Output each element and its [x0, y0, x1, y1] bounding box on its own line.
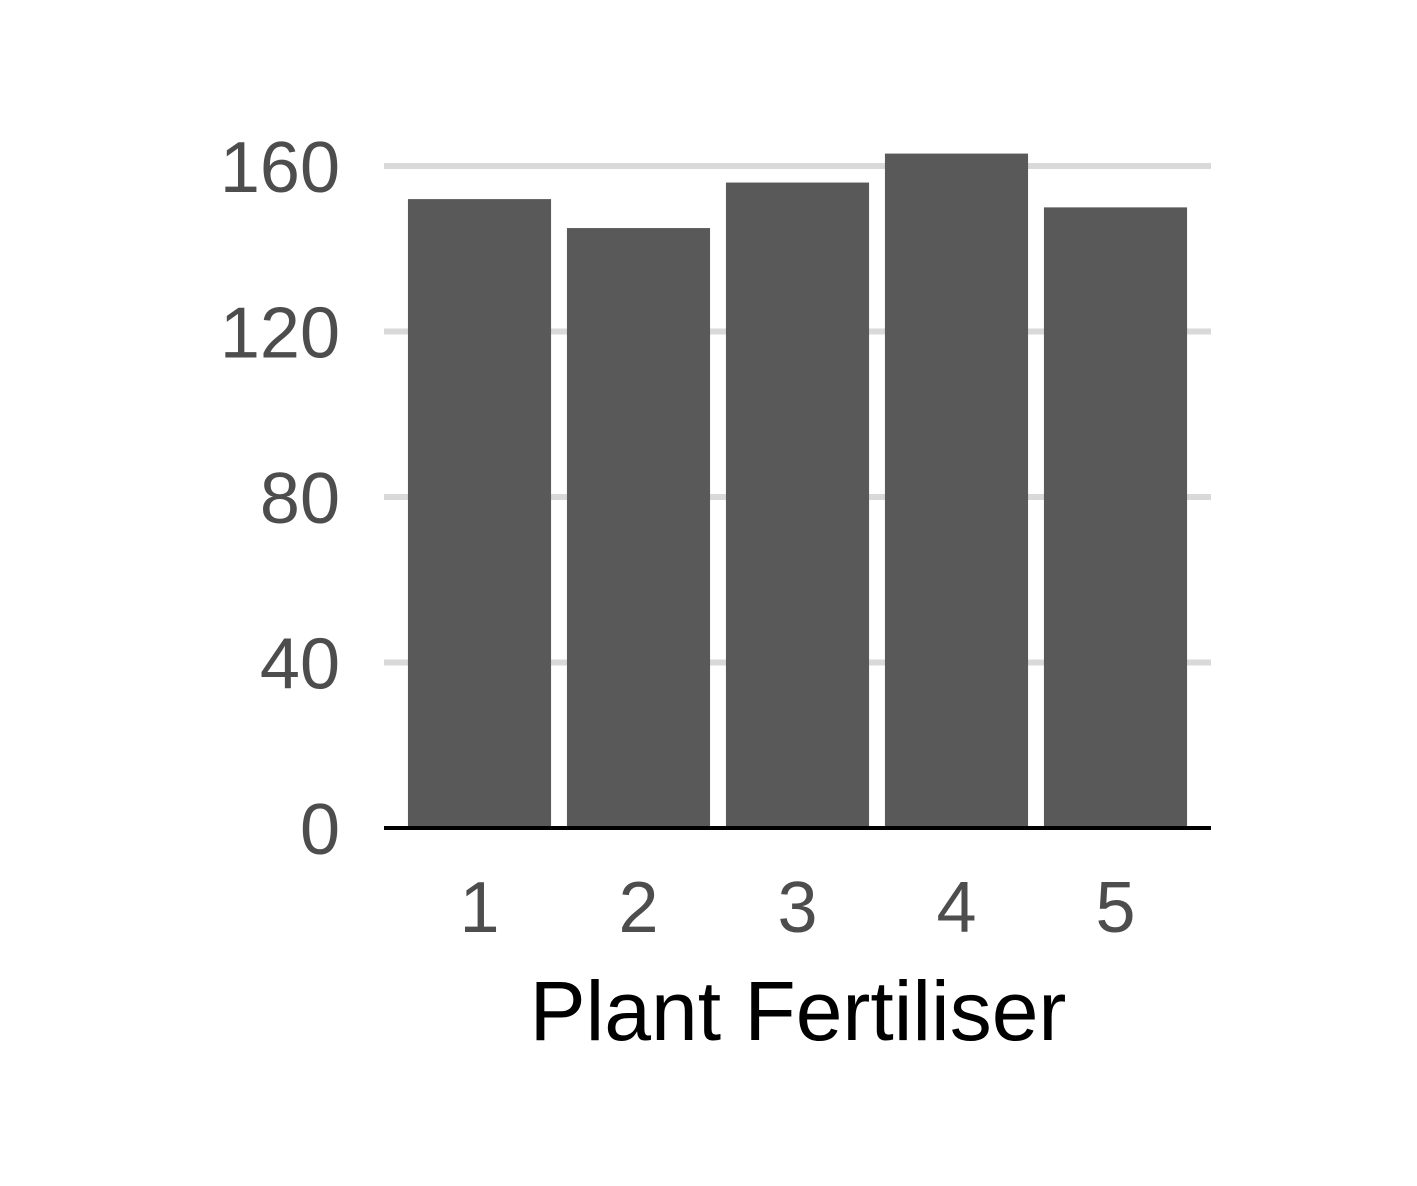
- x-tick-label: 3: [777, 868, 817, 948]
- y-tick-label: 40: [260, 625, 340, 705]
- bar-2: [566, 228, 711, 828]
- y-tick-label: 120: [220, 294, 340, 374]
- y-tick-labels: 0 40 80 120 160: [220, 128, 340, 870]
- bar-3: [725, 182, 870, 829]
- bars: [407, 153, 1188, 829]
- bar-1: [407, 199, 552, 829]
- x-tick-label: 5: [1095, 868, 1135, 948]
- bar-4: [884, 153, 1029, 828]
- x-axis-title: Plant Fertiliser: [530, 964, 1067, 1058]
- y-tick-label: 160: [220, 128, 340, 208]
- x-tick-label: 2: [618, 868, 658, 948]
- bar-5: [1043, 207, 1188, 828]
- x-tick-labels: 1 2 3 4 5: [459, 868, 1135, 948]
- x-tick-label: 1: [459, 868, 499, 948]
- x-tick-label: 4: [936, 868, 976, 948]
- y-tick-label: 0: [300, 790, 340, 870]
- y-tick-label: 80: [260, 459, 340, 539]
